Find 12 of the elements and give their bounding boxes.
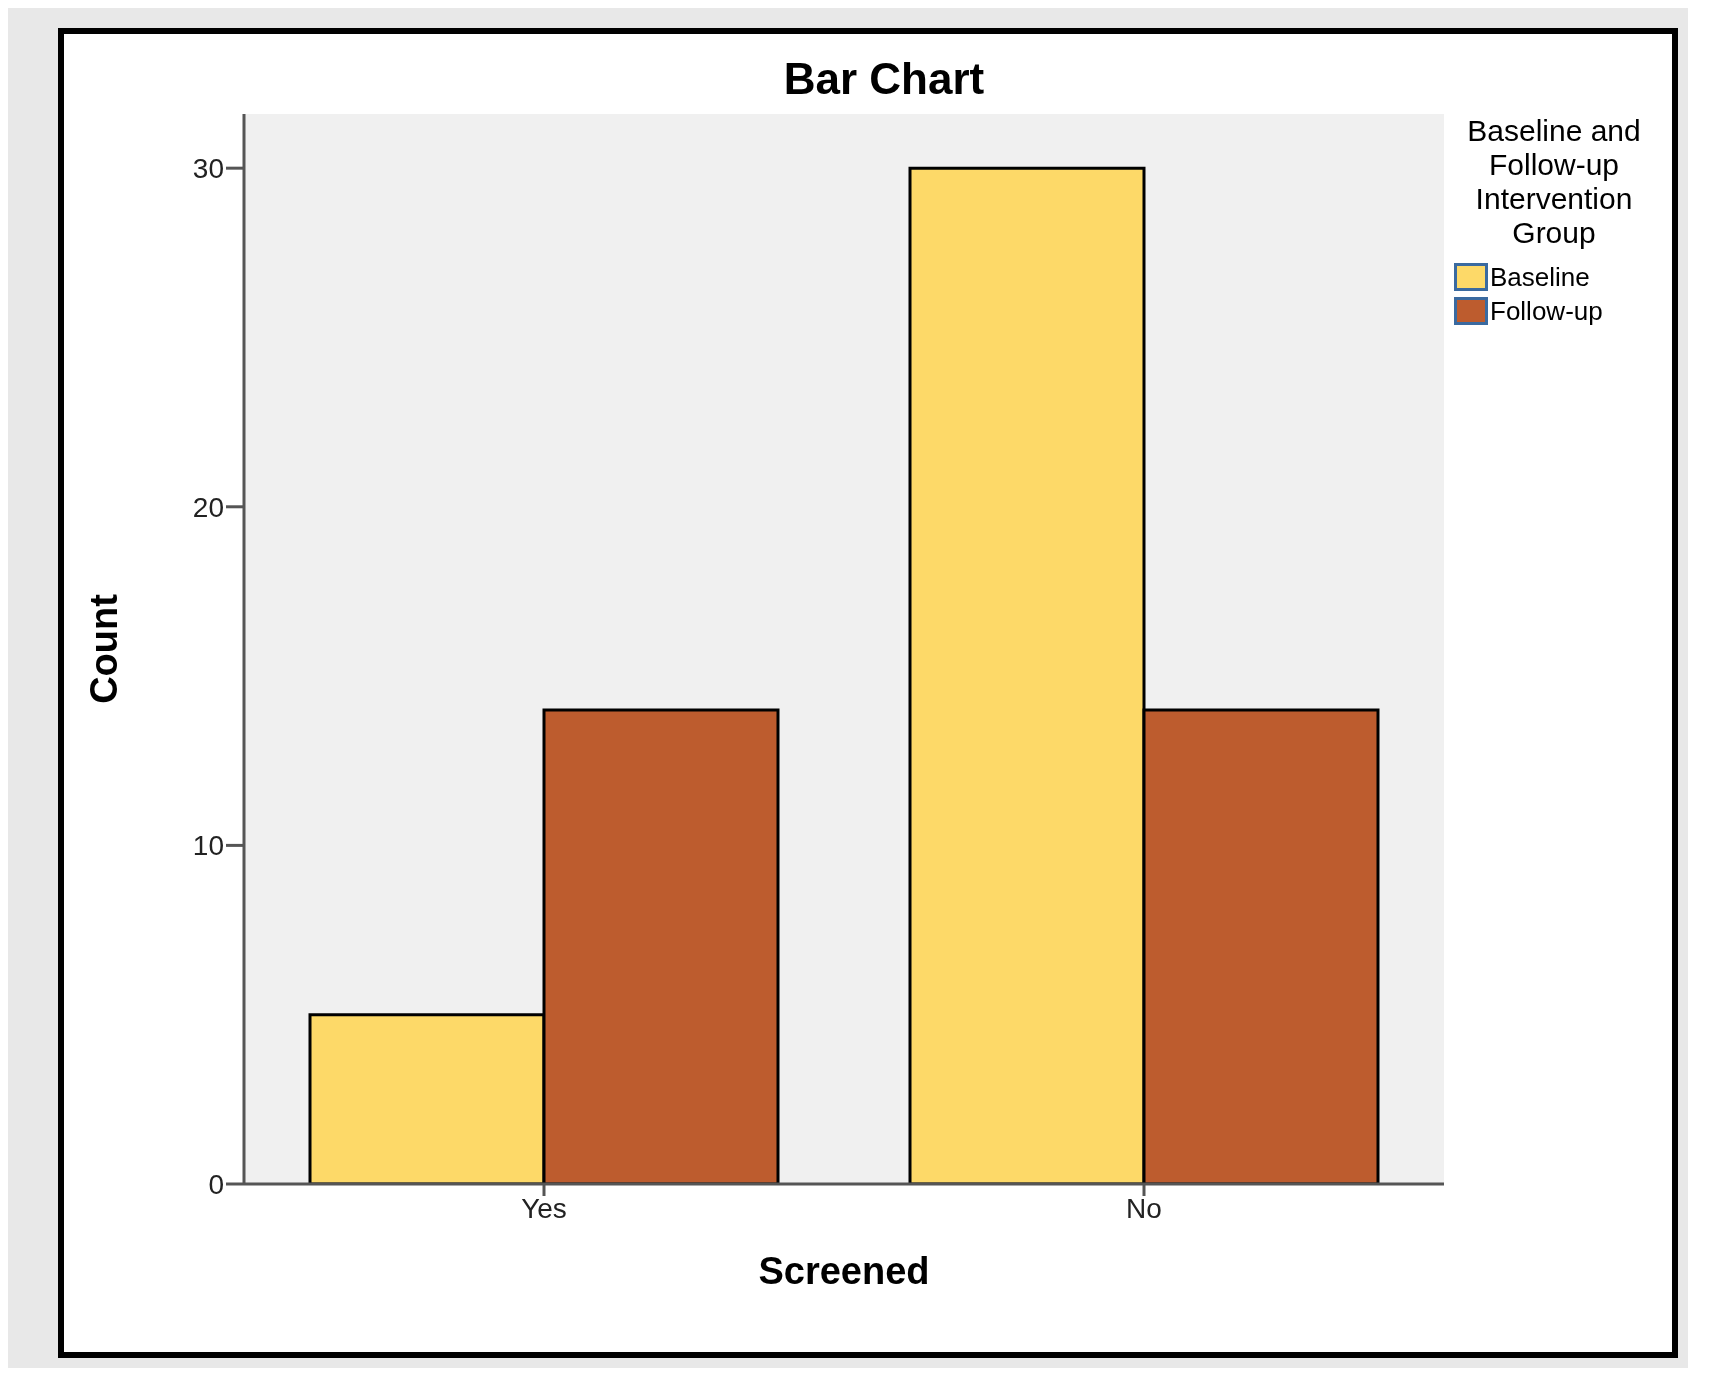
y-tick-label: 0 (208, 1168, 224, 1200)
legend-label: Follow-up (1490, 295, 1603, 328)
y-tick-label: 20 (192, 491, 224, 523)
chart-title: Bar Chart (782, 54, 986, 104)
x-tick-label: No (1126, 1192, 1162, 1224)
y-tick-label: 10 (192, 830, 224, 862)
x-tick-label: Yes (521, 1192, 567, 1224)
x-axis-title: Screened (758, 1250, 930, 1292)
legend-title: Baseline and Follow-up Intervention Group (1466, 114, 1642, 250)
y-tick-label: 30 (192, 153, 224, 185)
y-axis-title: Count (83, 593, 126, 704)
legend-label: Baseline (1490, 261, 1590, 294)
